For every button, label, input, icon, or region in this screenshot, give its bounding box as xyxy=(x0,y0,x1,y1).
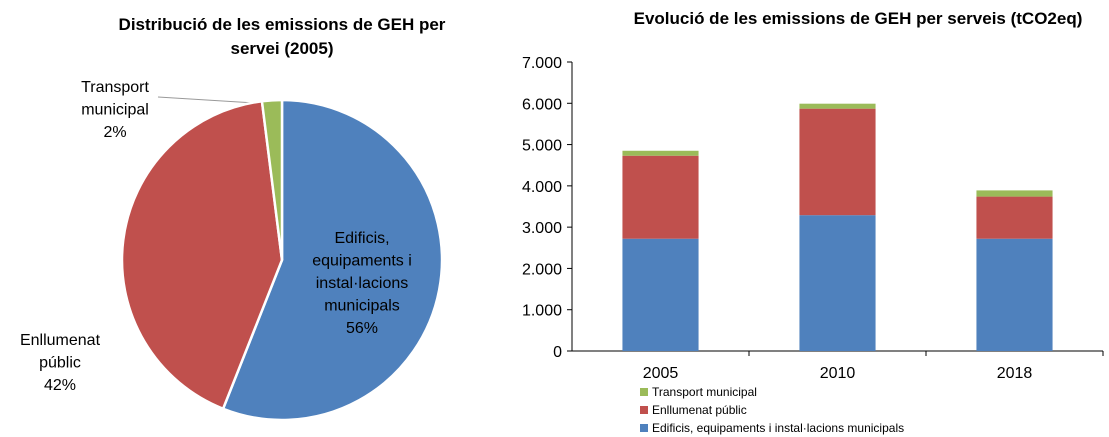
text-line: Evolució de les emissions de GEH per ser… xyxy=(634,9,1083,28)
text-line: Distribució de les emissions de GEH per xyxy=(119,15,446,34)
pie-slice xyxy=(120,99,284,411)
y-tick-label: 6.000 xyxy=(522,96,562,113)
pie-title: Distribució de les emissions de GEH per s… xyxy=(119,15,446,58)
pie-slice xyxy=(221,98,444,422)
legend-label: Edificis, equipaments i instal·lacions m… xyxy=(652,421,904,435)
legend-swatch xyxy=(640,388,648,396)
pie-slice xyxy=(260,98,284,261)
legend-swatch xyxy=(640,424,648,432)
text-line: Enllumenat xyxy=(20,332,101,349)
legend-label: Transport municipal xyxy=(652,385,757,399)
bar-segment xyxy=(622,155,699,239)
x-tick-label: 2018 xyxy=(997,365,1033,382)
text-line: Transport xyxy=(81,79,149,96)
bar-segment xyxy=(622,238,699,351)
legend-swatch xyxy=(640,406,648,414)
legend-label: Enllumenat públic xyxy=(652,403,747,417)
bar-segment xyxy=(799,103,876,109)
text-line: municipal xyxy=(81,102,149,119)
text-line: públic xyxy=(39,355,81,372)
y-tick-label: 5.000 xyxy=(522,138,562,155)
y-tick-label: 1.000 xyxy=(522,303,562,320)
bar-segment xyxy=(799,215,876,351)
slice-label: Enllumenat públic xyxy=(20,332,101,372)
x-tick-label: 2010 xyxy=(820,365,856,382)
bar-title: Evolució de les emissions de GEH per ser… xyxy=(634,9,1083,28)
text-line: equipaments i xyxy=(312,253,412,270)
bar-segment xyxy=(799,108,876,216)
text-line: instal·lacions xyxy=(316,275,408,292)
y-tick-label: 0 xyxy=(553,344,562,361)
y-tick-label: 4.000 xyxy=(522,179,562,196)
slice-label: Edificis, equipaments i instal·lacions muni… xyxy=(312,230,412,315)
bar-segment xyxy=(622,150,699,156)
x-tick-label: 2005 xyxy=(643,365,679,382)
slice-value-label: 56% xyxy=(346,320,378,337)
bar-segment xyxy=(976,190,1053,197)
slice-value-label: 42% xyxy=(44,377,76,394)
slice-value-label: 2% xyxy=(103,124,126,141)
text-line: servei (2005) xyxy=(230,39,333,58)
y-tick-label: 3.000 xyxy=(522,220,562,237)
bar-segment xyxy=(976,196,1053,239)
bar-segment xyxy=(976,238,1053,351)
slice-label: Transport municipal xyxy=(81,79,149,119)
y-tick-label: 7.000 xyxy=(522,55,562,72)
text-line: municipals xyxy=(324,298,400,315)
y-tick-label: 2.000 xyxy=(522,261,562,278)
text-line: Edificis, xyxy=(334,230,389,247)
